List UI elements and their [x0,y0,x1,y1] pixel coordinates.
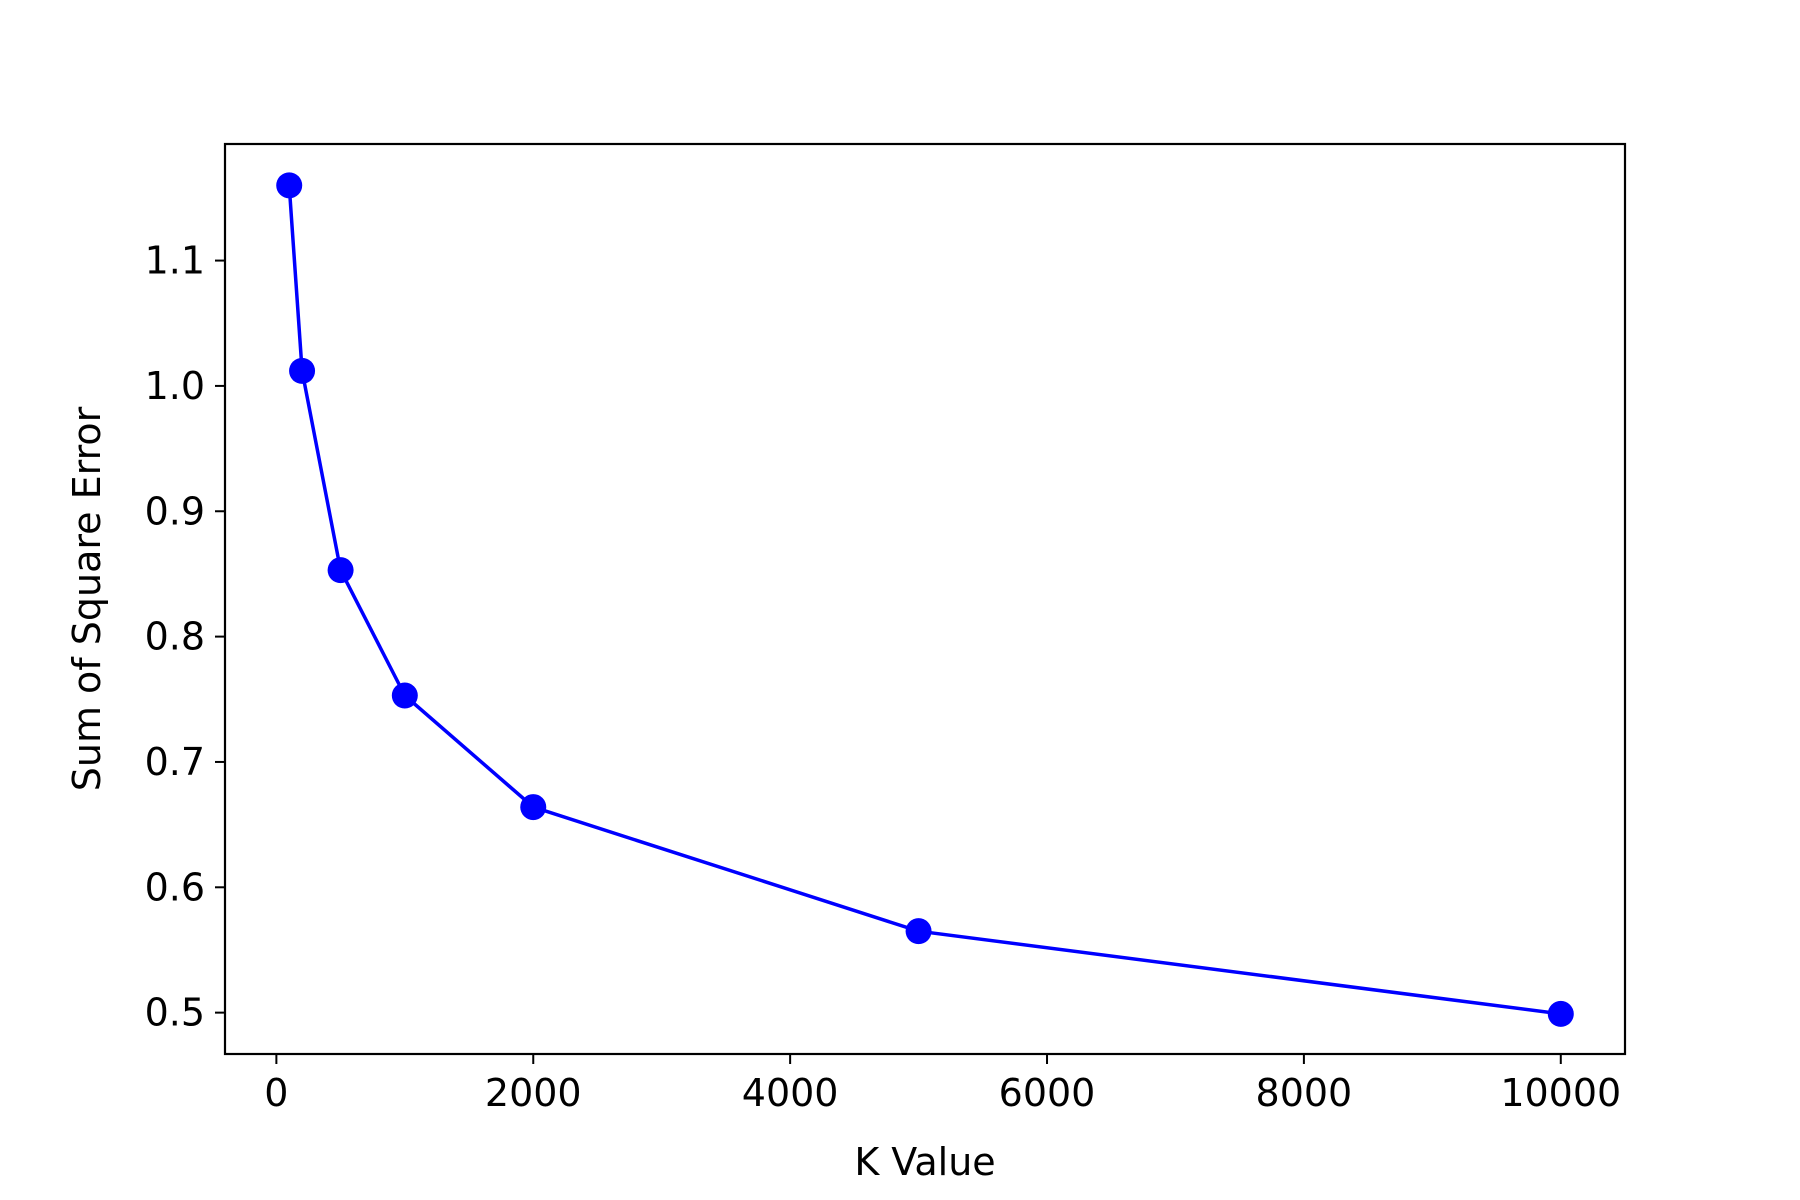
y-tick-label: 0.7 [145,740,205,784]
data-point [905,918,932,945]
x-tick-label: 6000 [999,1071,1096,1115]
data-point [327,557,354,584]
x-axis-ticks: 0 2000 4000 6000 8000 10000 [264,1054,1621,1115]
y-tick-label: 0.5 [145,991,205,1035]
series-layer [276,172,1574,1027]
y-tick-label: 0.6 [145,865,205,909]
data-point [520,794,547,821]
x-axis-label: K Value [854,1140,995,1184]
y-tick-label: 0.8 [145,615,205,659]
x-tick-label: 0 [264,1071,288,1115]
data-point [391,682,418,709]
y-tick-label: 1.0 [145,364,205,408]
x-tick-label: 2000 [485,1071,582,1115]
data-point [289,357,316,384]
series-line [287,185,1562,1016]
y-axis-ticks: 0.5 0.6 0.7 0.8 0.9 1.0 1.1 [145,239,225,1035]
plot-frame [223,142,1627,1056]
x-tick-label: 10000 [1500,1071,1621,1115]
x-tick-label: 8000 [1256,1071,1353,1115]
y-tick-label: 0.9 [145,489,205,533]
data-point [276,172,303,199]
data-point [1547,1000,1574,1027]
y-tick-label: 1.1 [145,239,205,283]
x-tick-label: 4000 [742,1071,839,1115]
y-axis-label: Sum of Square Error [65,406,109,791]
